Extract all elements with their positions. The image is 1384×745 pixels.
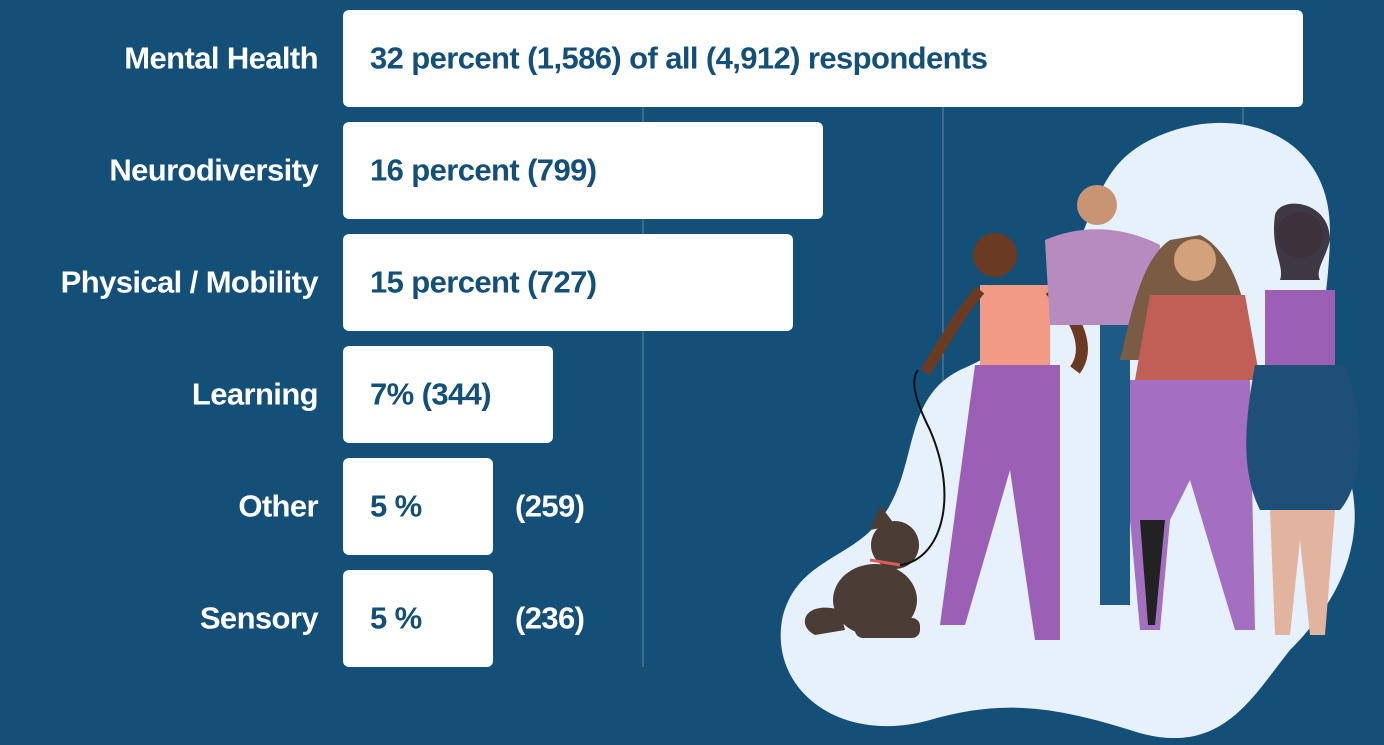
value-label: 7% (344) (370, 377, 491, 412)
value-label: 15 percent (727) (370, 265, 596, 300)
category-label: Other (238, 489, 318, 524)
category-label: Mental Health (124, 41, 318, 76)
value-label: 5 % (370, 601, 422, 636)
category-label: Physical / Mobility (61, 265, 320, 300)
category-label: Learning (192, 377, 318, 412)
value-label: 5 % (370, 489, 422, 524)
count-label: (259) (515, 489, 584, 524)
value-label: 32 percent (1,586) of all (4,912) respon… (370, 41, 987, 76)
chart: Mental Health 32 percent (1,586) of all (… (0, 0, 1384, 745)
count-label: (236) (515, 601, 584, 636)
value-label: 16 percent (799) (370, 153, 596, 188)
category-label: Sensory (200, 601, 319, 636)
category-label: Neurodiversity (109, 153, 319, 188)
